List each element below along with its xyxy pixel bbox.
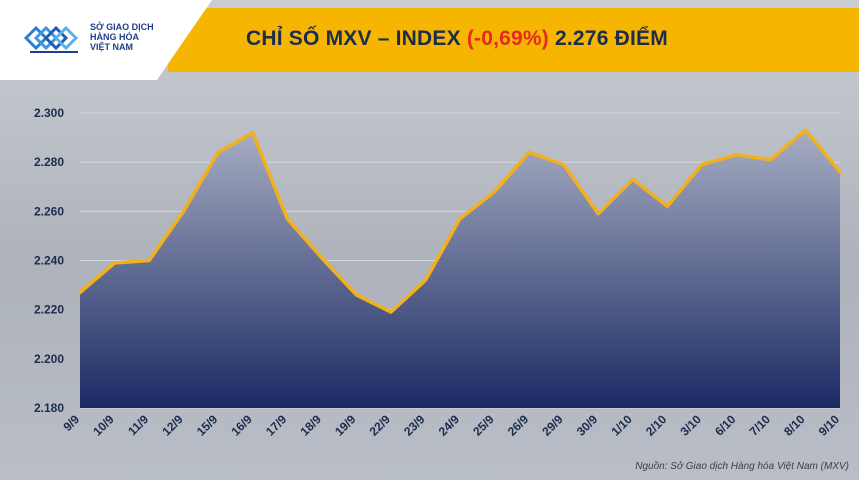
x-tick-label: 3/10 bbox=[678, 412, 705, 439]
y-tick-label: 2.260 bbox=[34, 204, 64, 218]
x-tick-label: 26/9 bbox=[505, 412, 532, 439]
x-tick-label: 8/10 bbox=[781, 412, 808, 439]
x-tick-label: 11/9 bbox=[125, 412, 151, 438]
source-note: Nguồn: Sở Giao dịch Hàng hóa Việt Nam (M… bbox=[635, 461, 849, 472]
y-tick-label: 2.300 bbox=[34, 106, 64, 120]
title-suffix: 2.276 ĐIỂM bbox=[548, 27, 668, 50]
chart-title: CHỈ SỐ MXV – INDEX (-0,69%) 2.276 ĐIỂM bbox=[246, 27, 668, 51]
x-tick-label: 18/9 bbox=[298, 412, 325, 439]
x-tick-label: 17/9 bbox=[263, 412, 290, 439]
logo-line-2: HÀNG HÓA bbox=[90, 32, 139, 42]
title-prefix: CHỈ SỐ MXV – INDEX bbox=[246, 27, 467, 50]
mxv-logo-icon bbox=[23, 25, 79, 53]
x-axis-ticks: 9/9 10/9 11/9 12/9 15/9 16/9 17/9 18/9 19/9 22/9 2… bbox=[60, 412, 842, 439]
y-tick-label: 2.220 bbox=[34, 303, 64, 317]
x-tick-label: 15/9 bbox=[194, 412, 221, 439]
x-tick-label: 1/10 bbox=[608, 412, 635, 439]
x-tick-label: 7/10 bbox=[747, 412, 774, 439]
x-tick-label: 19/9 bbox=[332, 412, 359, 439]
x-tick-label: 22/9 bbox=[367, 412, 394, 439]
x-tick-label: 29/9 bbox=[539, 412, 566, 439]
x-tick-label: 25/9 bbox=[470, 412, 497, 439]
logo-line-1: SỞ GIAO DỊCH bbox=[90, 22, 154, 32]
area-fill bbox=[80, 130, 840, 408]
x-tick-label: 30/9 bbox=[574, 412, 601, 439]
x-tick-label: 24/9 bbox=[436, 412, 463, 439]
x-tick-label: 9/10 bbox=[816, 412, 843, 439]
x-tick-label: 10/9 bbox=[90, 412, 117, 439]
x-tick-label: 12/9 bbox=[159, 412, 186, 439]
x-tick-label: 2/10 bbox=[643, 412, 670, 439]
y-axis-ticks: 2.180 2.200 2.220 2.240 2.260 2.280 2.300 bbox=[34, 106, 64, 415]
y-tick-label: 2.180 bbox=[34, 401, 64, 415]
x-tick-label: 23/9 bbox=[401, 412, 428, 439]
y-tick-label: 2.200 bbox=[34, 352, 64, 366]
title-change: (-0,69%) bbox=[466, 27, 549, 50]
x-tick-label: 16/9 bbox=[228, 412, 255, 439]
series-line bbox=[78, 128, 842, 314]
y-tick-label: 2.280 bbox=[34, 155, 64, 169]
title-banner bbox=[168, 8, 859, 72]
y-tick-label: 2.240 bbox=[34, 254, 64, 268]
logo-text: SỞ GIAO DỊCH HÀNG HÓA VIỆT NAM bbox=[90, 22, 180, 52]
logo-line-3: VIỆT NAM bbox=[90, 42, 134, 52]
x-tick-label: 9/9 bbox=[60, 412, 82, 434]
x-tick-label: 6/10 bbox=[712, 412, 739, 439]
